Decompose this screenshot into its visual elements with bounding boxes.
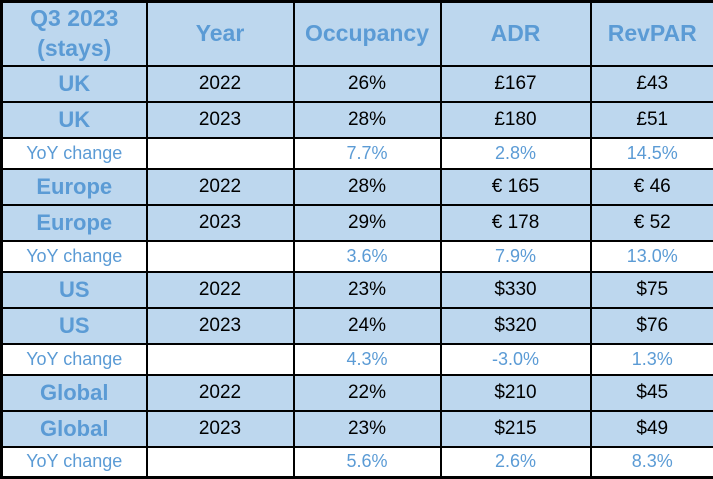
revpar-cell: £43 bbox=[591, 66, 713, 102]
occupancy-cell: 29% bbox=[294, 205, 441, 241]
column-header-adr: ADR bbox=[441, 2, 591, 66]
region-label: UK bbox=[2, 102, 147, 138]
year-cell: 2023 bbox=[147, 102, 294, 138]
revpar-cell: € 52 bbox=[591, 205, 713, 241]
adr-cell: 2.6% bbox=[441, 447, 591, 478]
table-header-row: Q3 2023 (stays) Year Occupancy ADR RevPA… bbox=[2, 2, 713, 66]
year-cell: 2023 bbox=[147, 308, 294, 344]
column-header-occupancy: Occupancy bbox=[294, 2, 441, 66]
year-cell bbox=[147, 138, 294, 169]
table-title: Q3 2023 (stays) bbox=[2, 2, 147, 66]
revpar-cell: $49 bbox=[591, 411, 713, 447]
table-row-us-yoy: YoY change 4.3% -3.0% 1.3% bbox=[2, 344, 713, 375]
table-row-global-yoy: YoY change 5.6% 2.6% 8.3% bbox=[2, 447, 713, 478]
adr-cell: $210 bbox=[441, 375, 591, 411]
adr-cell: 2.8% bbox=[441, 138, 591, 169]
revpar-cell: £51 bbox=[591, 102, 713, 138]
adr-cell: -3.0% bbox=[441, 344, 591, 375]
year-cell: 2023 bbox=[147, 411, 294, 447]
revpar-cell: 8.3% bbox=[591, 447, 713, 478]
column-header-revpar: RevPAR bbox=[591, 2, 713, 66]
occupancy-cell: 4.3% bbox=[294, 344, 441, 375]
year-cell: 2022 bbox=[147, 66, 294, 102]
region-label: US bbox=[2, 308, 147, 344]
occupancy-cell: 22% bbox=[294, 375, 441, 411]
year-cell bbox=[147, 447, 294, 478]
adr-cell: 7.9% bbox=[441, 241, 591, 272]
table-row-uk-2022: UK 2022 26% £167 £43 bbox=[2, 66, 713, 102]
region-label: UK bbox=[2, 66, 147, 102]
table-row-europe-2022: Europe 2022 28% € 165 € 46 bbox=[2, 169, 713, 205]
table-row-us-2022: US 2022 23% $330 $75 bbox=[2, 272, 713, 308]
region-label: Global bbox=[2, 411, 147, 447]
occupancy-cell: 7.7% bbox=[294, 138, 441, 169]
table-row-global-2022: Global 2022 22% $210 $45 bbox=[2, 375, 713, 411]
region-label: Global bbox=[2, 375, 147, 411]
occupancy-cell: 23% bbox=[294, 411, 441, 447]
region-label: Europe bbox=[2, 205, 147, 241]
occupancy-cell: 5.6% bbox=[294, 447, 441, 478]
yoy-label: YoY change bbox=[2, 447, 147, 478]
table-row-europe-2023: Europe 2023 29% € 178 € 52 bbox=[2, 205, 713, 241]
region-label: US bbox=[2, 272, 147, 308]
adr-cell: £180 bbox=[441, 102, 591, 138]
table-title-line1: Q3 2023 bbox=[3, 4, 146, 34]
occupancy-cell: 28% bbox=[294, 169, 441, 205]
yoy-label: YoY change bbox=[2, 344, 147, 375]
yoy-label: YoY change bbox=[2, 241, 147, 272]
year-cell: 2023 bbox=[147, 205, 294, 241]
revpar-cell: 1.3% bbox=[591, 344, 713, 375]
adr-cell: $215 bbox=[441, 411, 591, 447]
occupancy-cell: 3.6% bbox=[294, 241, 441, 272]
adr-cell: $320 bbox=[441, 308, 591, 344]
occupancy-cell: 28% bbox=[294, 102, 441, 138]
revpar-cell: $75 bbox=[591, 272, 713, 308]
table-row-global-2023: Global 2023 23% $215 $49 bbox=[2, 411, 713, 447]
year-cell bbox=[147, 344, 294, 375]
table-row-uk-yoy: YoY change 7.7% 2.8% 14.5% bbox=[2, 138, 713, 169]
year-cell bbox=[147, 241, 294, 272]
adr-cell: € 165 bbox=[441, 169, 591, 205]
region-label: Europe bbox=[2, 169, 147, 205]
adr-cell: $330 bbox=[441, 272, 591, 308]
adr-cell: € 178 bbox=[441, 205, 591, 241]
occupancy-cell: 24% bbox=[294, 308, 441, 344]
occupancy-cell: 26% bbox=[294, 66, 441, 102]
table-row-europe-yoy: YoY change 3.6% 7.9% 13.0% bbox=[2, 241, 713, 272]
revpar-cell: € 46 bbox=[591, 169, 713, 205]
year-cell: 2022 bbox=[147, 375, 294, 411]
year-cell: 2022 bbox=[147, 272, 294, 308]
table-title-line2: (stays) bbox=[3, 34, 146, 64]
year-cell: 2022 bbox=[147, 169, 294, 205]
column-header-year: Year bbox=[147, 2, 294, 66]
yoy-label: YoY change bbox=[2, 138, 147, 169]
revpar-cell: $45 bbox=[591, 375, 713, 411]
revpar-cell: $76 bbox=[591, 308, 713, 344]
table-row-us-2023: US 2023 24% $320 $76 bbox=[2, 308, 713, 344]
occupancy-cell: 23% bbox=[294, 272, 441, 308]
adr-cell: £167 bbox=[441, 66, 591, 102]
revpar-cell: 13.0% bbox=[591, 241, 713, 272]
table-row-uk-2023: UK 2023 28% £180 £51 bbox=[2, 102, 713, 138]
revpar-cell: 14.5% bbox=[591, 138, 713, 169]
